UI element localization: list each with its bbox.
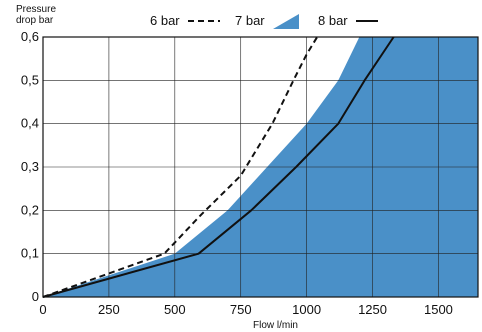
x-tick-label: 1250 xyxy=(358,302,387,317)
series-line-6-bar xyxy=(42,36,319,298)
y-tick-label: 0,6 xyxy=(21,29,39,44)
x-tick-label: 1500 xyxy=(424,302,453,317)
legend-label-7-bar: 7 bar xyxy=(235,13,265,28)
grid-layer xyxy=(42,36,479,298)
y-axis-label: Pressure drop bar xyxy=(16,4,56,26)
line-layer xyxy=(42,36,395,298)
area-layer xyxy=(43,37,478,297)
x-tick-label: 0 xyxy=(39,302,46,317)
x-tick-label: 1000 xyxy=(292,302,321,317)
tick-layer: 0 250 500 750 1000 1250 1500 0 0,1 0,2 0,3 0,4 0,5 0,… xyxy=(21,29,453,317)
y-tick-label: 0,4 xyxy=(21,116,39,131)
legend-label-8-bar: 8 bar xyxy=(318,13,348,28)
x-tick-label: 250 xyxy=(98,302,120,317)
x-tick-label: 750 xyxy=(230,302,252,317)
legend-label-6-bar: 6 bar xyxy=(150,13,180,28)
y-tick-label: 0,3 xyxy=(21,159,39,174)
y-tick-label: 0,2 xyxy=(21,202,39,217)
legend: 6 bar 7 bar 8 bar xyxy=(150,13,378,29)
series-area-7-bar xyxy=(43,37,478,297)
y-axis-label-line-2: drop bar xyxy=(16,15,54,26)
x-axis-label: Flow l/min xyxy=(253,320,298,331)
y-axis-label-line-1: Pressure xyxy=(16,4,57,15)
series-line-8-bar xyxy=(42,36,395,298)
legend-swatch-7-bar xyxy=(273,14,299,29)
plot-frame xyxy=(42,36,479,298)
x-tick-label: 500 xyxy=(164,302,186,317)
y-tick-label: 0 xyxy=(32,289,39,304)
y-tick-label: 0,1 xyxy=(21,246,39,261)
y-tick-label: 0,5 xyxy=(21,72,39,87)
